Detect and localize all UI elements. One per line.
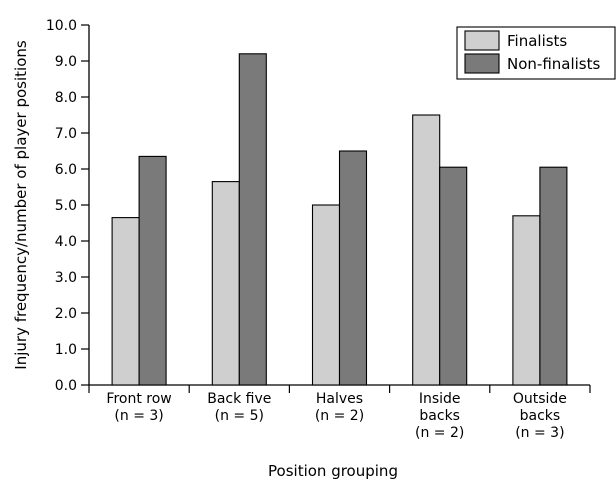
y-tick-label: 6.0: [55, 162, 77, 178]
legend: Finalists Non-finalists: [456, 26, 616, 80]
bar-finalists: [311, 204, 341, 386]
bars: [111, 53, 568, 386]
legend-swatch: [464, 30, 500, 51]
x-tick-label-line: backs: [520, 408, 561, 424]
y-tick-label: 8.0: [55, 90, 77, 106]
x-tick-label-line: Front row: [106, 391, 171, 407]
x-tick-label: Back five (n = 5): [207, 391, 271, 424]
y-tick-label: 4.0: [55, 234, 77, 250]
x-tick-label: Inside backs (n = 2): [415, 391, 464, 441]
bar-non-finalists: [338, 150, 368, 386]
x-tick-label-line: backs: [419, 408, 460, 424]
x-tick-label: Outside backs (n = 3): [513, 391, 567, 441]
x-tick-label: Halves (n = 2): [315, 391, 364, 424]
legend-swatch: [464, 53, 500, 74]
y-tick-label: 3.0: [55, 270, 77, 286]
bar-non-finalists: [439, 166, 468, 386]
x-tick-label: Front row (n = 3): [106, 391, 171, 424]
legend-label: Finalists: [507, 32, 567, 50]
bar-non-finalists: [539, 166, 568, 386]
y-axis: 0.0 1.0 2.0 3.0 4.0 5.0 6.0 7.0 8.0 9.0 10.0: [46, 18, 90, 394]
bar-non-finalists: [138, 155, 167, 386]
x-tick-label-line: Outside: [513, 391, 567, 407]
y-tick-label: 5.0: [55, 198, 77, 214]
x-tick-label-line: Back five: [207, 391, 271, 407]
x-tick-label-line: (n = 3): [515, 425, 564, 441]
bar-non-finalists: [238, 53, 267, 386]
x-tick-label-line: (n = 2): [415, 425, 464, 441]
x-tick-label-line: Halves: [316, 391, 363, 407]
y-tick-label: 10.0: [46, 18, 77, 34]
legend-label: Non-finalists: [507, 55, 600, 73]
y-tick-label: 2.0: [55, 306, 77, 322]
x-tick-label-line: (n = 5): [215, 408, 264, 424]
y-tick-label: 1.0: [55, 342, 77, 358]
bar-finalists: [412, 114, 441, 386]
x-tick-label-line: (n = 3): [114, 408, 163, 424]
y-axis-title: Injury frequency/number of player positi…: [12, 40, 30, 370]
x-axis: Front row (n = 3)Back five (n = 5)Halves (n…: [88, 384, 591, 441]
bar-finalists: [512, 215, 541, 386]
y-tick-label: 9.0: [55, 54, 77, 70]
y-tick-label: 7.0: [55, 126, 77, 142]
y-tick-label: 0.0: [55, 378, 77, 394]
x-tick-label-line: (n = 2): [315, 408, 364, 424]
bar-finalists: [111, 217, 140, 386]
x-tick-label-line: Inside: [419, 391, 461, 407]
x-axis-title: Position grouping: [268, 462, 398, 480]
bar-finalists: [211, 181, 240, 386]
